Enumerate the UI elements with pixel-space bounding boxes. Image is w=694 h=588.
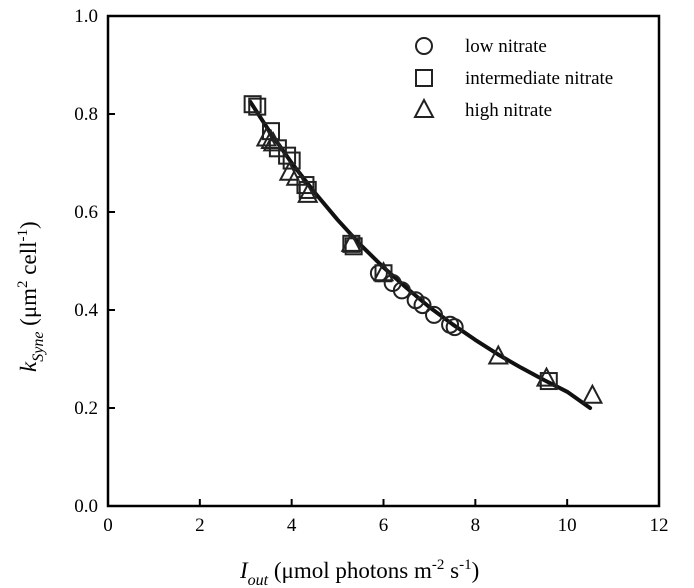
- intermediate-nitrate-point: [243, 95, 262, 114]
- x-axis-label-sup2: -1: [459, 557, 472, 573]
- intermediate-nitrate-point: [248, 97, 267, 116]
- x-axis-label-rest3: ): [472, 558, 480, 583]
- legend-low-nitrate-label: low nitrate: [465, 36, 547, 57]
- legend: low nitrate intermediate nitrate high nitr…: [413, 36, 613, 121]
- legend-intermediate-nitrate-label: intermediate nitrate: [465, 68, 613, 89]
- y-axis-label-rest2: cell: [16, 241, 41, 280]
- x-tick-label: 4: [287, 515, 297, 536]
- x-axis-label: Iout (μmol photons m-2 s-1): [239, 557, 479, 588]
- y-ticks: 0.0 0.2 0.4 0.6 0.8 1.0: [74, 6, 115, 517]
- y-axis-label-sup2: -1: [15, 229, 31, 242]
- legend-high-nitrate-label: high nitrate: [465, 100, 552, 121]
- fit-curve: [248, 99, 593, 410]
- y-axis-label-sub: Syne: [30, 332, 47, 362]
- high-nitrate-point: [535, 366, 558, 387]
- y-tick-label: 0.4: [74, 300, 98, 321]
- intermediate-nitrate-point: [298, 180, 317, 199]
- x-axis-label-sub: out: [248, 572, 269, 588]
- data-points: [243, 95, 604, 404]
- x-axis-label-main: I: [239, 558, 249, 583]
- plot-frame: [106, 14, 661, 508]
- intermediate-nitrate-point: [278, 146, 297, 165]
- high-nitrate-point: [581, 383, 604, 404]
- y-tick-label: 1.0: [74, 6, 98, 27]
- x-tick-label: 10: [558, 515, 577, 536]
- low-nitrate-point: [425, 305, 444, 324]
- x-tick-label: 2: [195, 515, 205, 536]
- y-tick-label: 0.6: [74, 202, 98, 223]
- low-nitrate-point: [392, 281, 411, 300]
- fit-curve-layer: [248, 99, 593, 410]
- x-tick-label: 12: [650, 515, 669, 536]
- high-nitrate-point: [297, 182, 319, 203]
- x-tick-label: 6: [379, 515, 389, 536]
- high-nitrate-point: [262, 131, 284, 152]
- x-axis-label-rest1: (μmol photons m: [268, 558, 432, 583]
- high-nitrate-point: [285, 165, 307, 186]
- x-tick-label: 8: [471, 515, 481, 536]
- y-tick-label: 0.2: [74, 398, 98, 419]
- y-axis-label-rest1: (μm: [16, 288, 41, 332]
- legend-intermediate-nitrate-marker: [415, 69, 433, 87]
- low-nitrate-point: [413, 296, 432, 315]
- high-nitrate-point: [372, 261, 395, 282]
- y-axis-label-main: k: [16, 361, 41, 372]
- y-tick-label: 0.0: [74, 496, 98, 517]
- x-ticks: 0 2 4 6 8 10 12: [103, 499, 669, 536]
- y-axis-label-rest3: ): [16, 221, 41, 229]
- y-axis-label-sup1: 2: [15, 280, 31, 288]
- x-axis-label-rest2: s: [444, 558, 459, 583]
- high-nitrate-point: [340, 231, 363, 252]
- y-tick-label: 0.8: [74, 104, 98, 125]
- low-nitrate-point: [445, 318, 464, 337]
- high-nitrate-point: [487, 344, 509, 365]
- y-axis-label: kSyne (μm2 cell-1): [15, 221, 47, 372]
- x-axis-label-sup1: -2: [432, 557, 445, 573]
- x-tick-label: 0: [103, 515, 113, 536]
- legend-low-nitrate-marker: [415, 37, 433, 55]
- legend-high-nitrate-marker: [413, 97, 435, 118]
